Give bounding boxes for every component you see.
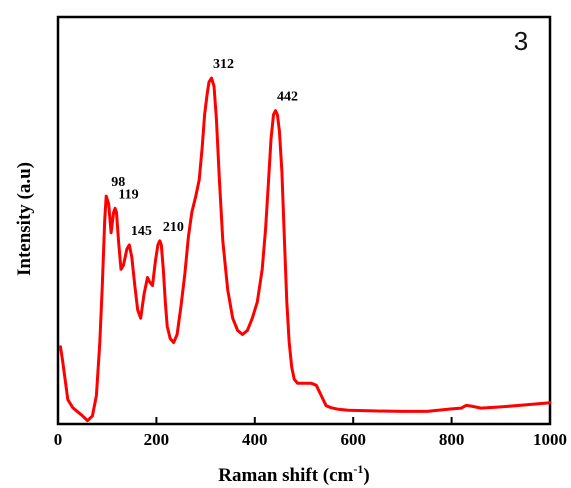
x-tick-label: 0 (54, 430, 63, 449)
x-tick-label: 400 (242, 430, 268, 449)
peak-label: 312 (213, 57, 234, 72)
x-axis-title-main: Raman shift (cm (218, 465, 353, 486)
panel-label: 3 (514, 26, 528, 56)
peak-label: 145 (131, 224, 152, 239)
x-tick-label: 1000 (533, 430, 567, 449)
peak-label: 119 (118, 187, 138, 202)
plot-frame (56, 15, 552, 426)
x-tick-label: 600 (340, 430, 366, 449)
x-axis-title-superscript: -1 (353, 462, 363, 476)
y-axis-title: Intensity (a.u) (14, 162, 35, 276)
x-axis-title: Raman shift (cm-1) (218, 462, 369, 486)
x-tick-label: 800 (439, 430, 465, 449)
x-axis-title-close: ) (363, 465, 369, 486)
x-tick-label: 200 (144, 430, 170, 449)
peak-label: 442 (277, 90, 298, 105)
spectrum-line (59, 76, 552, 423)
peak-label: 210 (163, 220, 184, 235)
peak-label: 98 (111, 175, 125, 190)
